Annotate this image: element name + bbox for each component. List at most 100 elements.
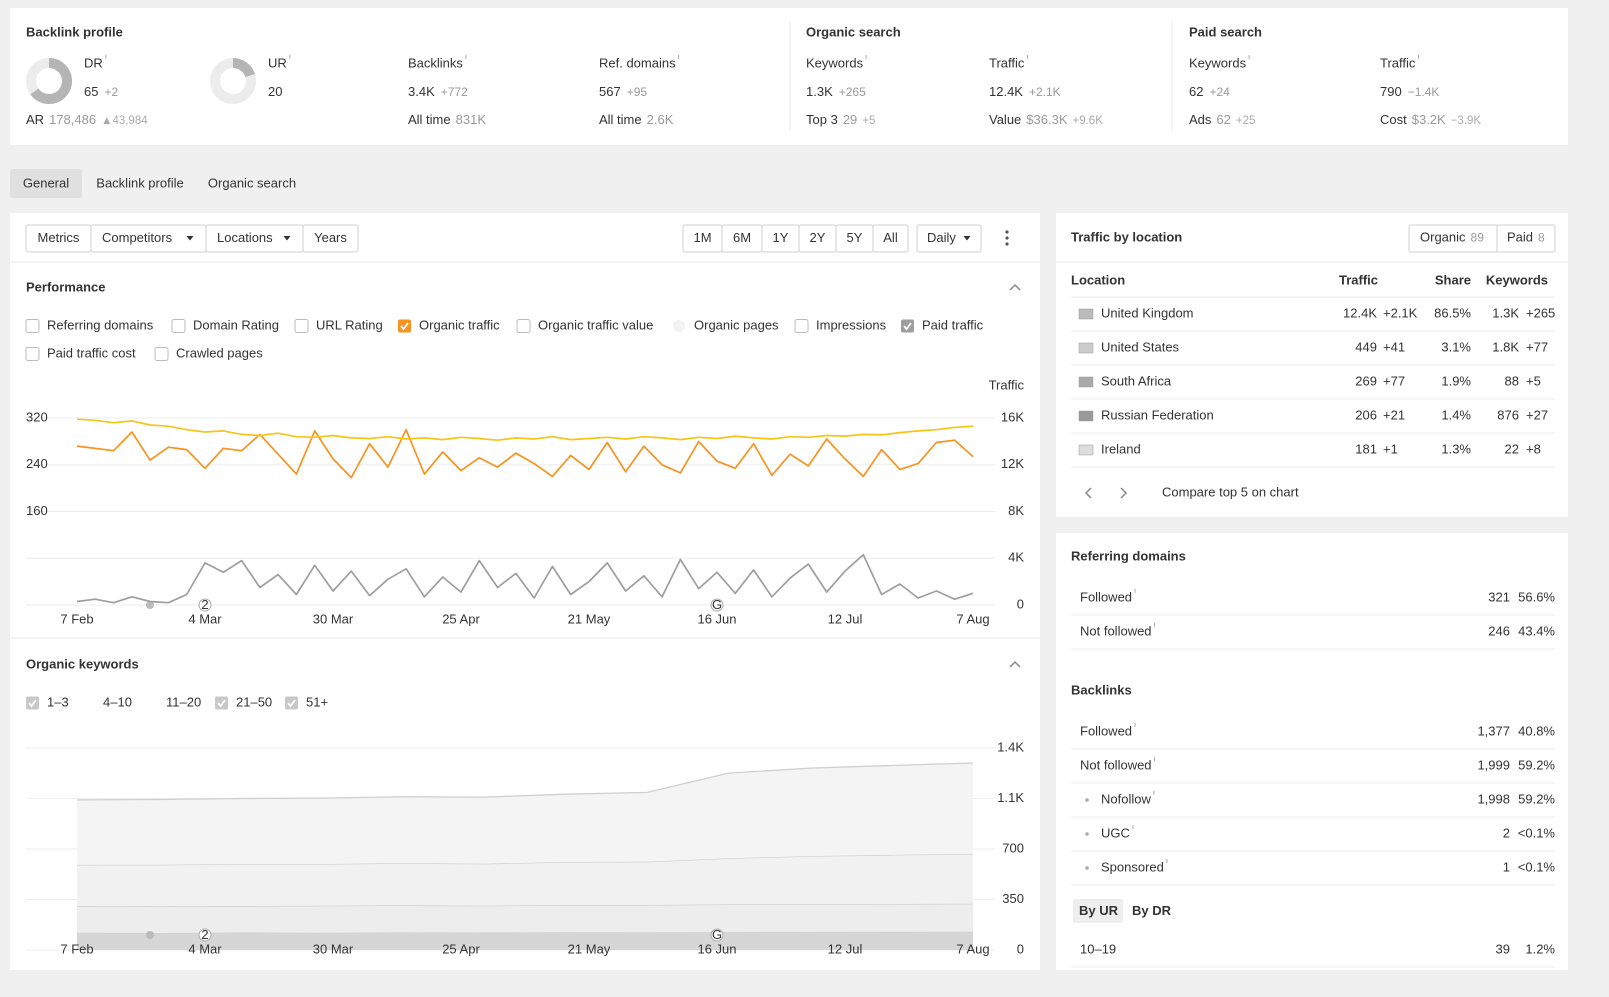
range-button[interactable] <box>872 224 909 253</box>
column-header: Location <box>1071 272 1125 287</box>
metric-label: Traffic <box>1380 55 1416 70</box>
option-label[interactable]: Organic traffic value <box>538 317 653 332</box>
row-share: 59.2% <box>1518 757 1555 772</box>
x-tick-label: 12 Jul <box>828 611 863 626</box>
metric-value: 62 +24 <box>1189 84 1230 99</box>
series-line <box>76 428 974 479</box>
distribution-tab[interactable]: By UR <box>1079 903 1119 918</box>
checkbox[interactable] <box>215 696 228 710</box>
option-label[interactable]: Paid traffic <box>922 317 984 332</box>
annotation[interactable] <box>710 598 724 612</box>
keywords-delta: +265 <box>1526 305 1555 320</box>
traffic: 12.4K <box>1343 305 1377 320</box>
annotation[interactable] <box>198 928 212 942</box>
tab[interactable]: General <box>23 175 69 190</box>
y2-tick-label: 12K <box>1001 456 1024 471</box>
share: 86.5% <box>1434 305 1471 320</box>
annotation[interactable] <box>710 928 724 942</box>
checkmark <box>400 322 409 331</box>
option-label[interactable]: Organic traffic <box>419 317 500 332</box>
location-name[interactable]: South Africa <box>1101 373 1172 388</box>
card-title: Traffic by location <box>1071 229 1182 244</box>
row-label: UGC <box>1101 825 1130 840</box>
row-count: 1,999 <box>1477 757 1510 772</box>
metric-delta: +2.1K <box>1029 85 1061 99</box>
sub-label: Ads <box>1189 112 1212 127</box>
tab[interactable]: Organic search <box>208 175 296 190</box>
x-tick-label: 7 Aug <box>956 611 989 626</box>
chevron[interactable] <box>1084 487 1092 499</box>
x-tick-label: 4 Mar <box>188 941 222 956</box>
location-name[interactable]: United States <box>1101 339 1180 354</box>
option-label[interactable]: 21–50 <box>236 694 272 709</box>
option-label[interactable]: Impressions <box>816 317 887 332</box>
range-label: 6M <box>733 230 751 245</box>
metric-number: 12.4K <box>989 84 1023 99</box>
option-label[interactable]: Referring domains <box>47 317 154 332</box>
option-label[interactable]: URL Rating <box>316 317 383 332</box>
location-name[interactable]: Ireland <box>1101 441 1141 456</box>
sub-delta: −3.9K <box>1451 115 1482 127</box>
option-label[interactable]: Organic pages <box>694 317 779 332</box>
distribution-tab[interactable]: By DR <box>1132 903 1172 918</box>
tab[interactable]: Backlink profile <box>96 175 183 190</box>
metric-delta: +2 <box>104 85 118 99</box>
row-count: 246 <box>1488 623 1510 638</box>
bullet <box>1085 832 1089 836</box>
toggle-option[interactable]: Organic 89 <box>1420 230 1484 245</box>
caret <box>283 236 291 241</box>
chevron[interactable] <box>1120 487 1128 499</box>
x-tick-label: 7 Feb <box>60 611 93 626</box>
column-header: Keywords <box>1486 272 1548 287</box>
toggle-count: 89 <box>1471 231 1485 245</box>
option-label[interactable]: 51+ <box>306 694 328 709</box>
filter-button[interactable] <box>302 224 359 253</box>
range-label: 1Y <box>773 230 789 245</box>
toggle <box>1408 224 1556 253</box>
caret <box>963 236 971 241</box>
interval-button[interactable] <box>916 224 982 253</box>
traffic-delta: +21 <box>1383 407 1405 422</box>
section-title: Backlink profile <box>26 24 123 39</box>
filter-label: Locations <box>217 230 273 245</box>
compare-link[interactable]: Compare top 5 on chart <box>1162 484 1299 499</box>
annotation-label: G <box>712 927 722 942</box>
checkbox[interactable] <box>398 319 411 333</box>
option-label[interactable]: 4–10 <box>103 694 132 709</box>
keywords-delta: +77 <box>1526 339 1548 354</box>
chevron[interactable] <box>1009 283 1021 291</box>
location-name[interactable]: United Kingdom <box>1101 305 1194 320</box>
row-share: <0.1% <box>1518 825 1556 840</box>
option-label[interactable]: Paid traffic cost <box>47 345 136 360</box>
row-share: 40.8% <box>1518 723 1555 738</box>
keywords: 876 <box>1497 407 1519 422</box>
checkbox[interactable] <box>154 347 169 361</box>
option-label[interactable]: 11–20 <box>166 694 201 709</box>
option-label[interactable]: 1–3 <box>47 694 69 709</box>
sub-label: Value <box>989 112 1021 127</box>
links-card <box>1056 533 1568 970</box>
traffic-delta: +77 <box>1383 373 1405 388</box>
option-label[interactable]: Crawled pages <box>176 345 263 360</box>
checkbox[interactable] <box>901 319 914 333</box>
checkbox[interactable] <box>25 319 40 333</box>
checkbox[interactable] <box>171 319 186 333</box>
checkbox[interactable] <box>26 696 39 710</box>
location-name[interactable]: Russian Federation <box>1101 407 1214 422</box>
checkbox[interactable] <box>25 347 40 361</box>
annotation[interactable] <box>198 598 212 612</box>
chevron[interactable] <box>1009 660 1021 668</box>
checkbox[interactable] <box>794 319 809 333</box>
checkbox[interactable] <box>285 696 298 710</box>
checkbox[interactable] <box>516 319 531 333</box>
checkbox[interactable] <box>294 319 309 333</box>
flag <box>1078 376 1094 388</box>
metric-value: 567 +95 <box>599 84 647 99</box>
area-band <box>77 853 973 907</box>
flag <box>1078 410 1094 422</box>
toggle-option[interactable]: Paid 8 <box>1507 230 1545 245</box>
x-tick-label: 30 Mar <box>313 611 354 626</box>
metric-sub: AR 178,486 ▲43,984 <box>26 112 148 127</box>
checkmark <box>287 699 296 708</box>
option-label[interactable]: Domain Rating <box>193 317 279 332</box>
